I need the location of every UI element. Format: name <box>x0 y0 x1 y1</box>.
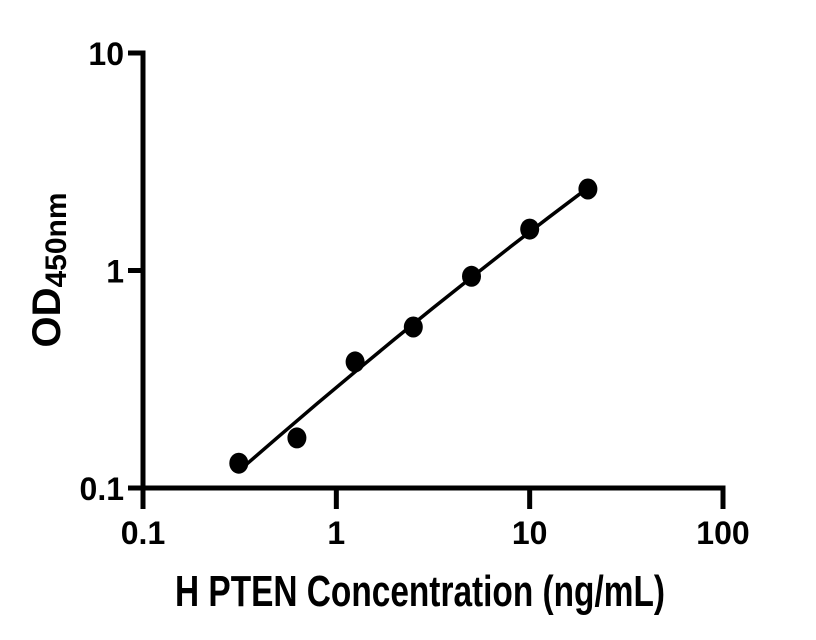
data-point <box>462 265 481 287</box>
y-axis-title-main: OD <box>25 288 69 348</box>
data-point <box>520 218 540 240</box>
data-point <box>229 452 249 474</box>
y-axis-title-subscript: 450nm <box>40 192 73 287</box>
y-tick-label: 10 <box>88 36 124 72</box>
x-tick-label: 100 <box>696 515 749 551</box>
data-point <box>287 427 307 449</box>
plot-area: 0.1 1 10 100 0.1 1 10 <box>80 36 750 551</box>
data-point <box>578 178 598 200</box>
data-point <box>403 316 423 338</box>
x-tick-label: 10 <box>512 515 548 551</box>
y-tick-label: 1 <box>106 254 124 290</box>
x-tick-label: 0.1 <box>121 515 165 551</box>
data-point <box>345 351 365 373</box>
x-tick-label: 1 <box>327 515 345 551</box>
y-axis-title: OD450nm <box>25 192 73 347</box>
x-axis-title: H PTEN Concentration (ng/mL) <box>175 567 665 616</box>
y-tick-label: 0.1 <box>80 471 124 507</box>
